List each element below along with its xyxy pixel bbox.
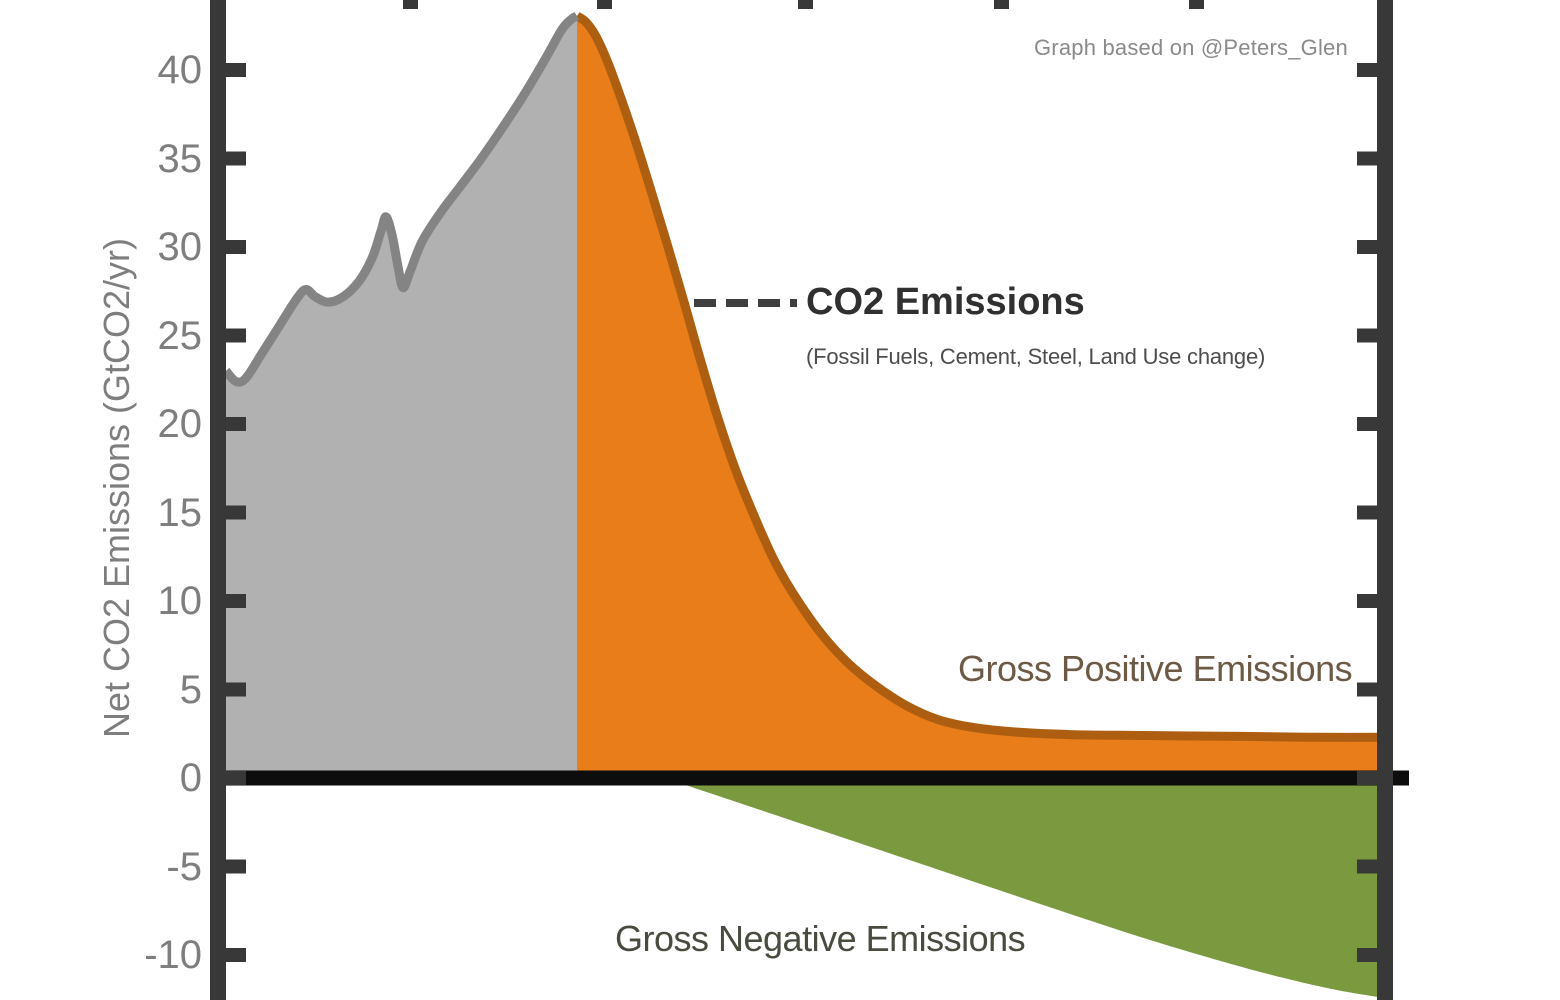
x-axis-tick <box>403 0 418 9</box>
gross-negative-emissions-label: Gross Negative Emissions <box>615 918 1026 959</box>
gross-negative-emissions-area <box>675 778 1393 1000</box>
y-tick-label: 5 <box>179 667 202 712</box>
y-tick-label: -10 <box>144 933 202 977</box>
historical-emissions-curve <box>222 11 580 387</box>
gross-positive-emissions-area <box>577 16 1393 778</box>
y-tick-label: 25 <box>157 313 203 358</box>
x-axis-tick <box>597 0 612 9</box>
y-axis-tick <box>226 948 246 962</box>
y-tick-label: 40 <box>157 48 203 92</box>
historical-emissions-area <box>226 16 577 778</box>
y-axis-tick <box>1357 594 1377 608</box>
y-tick-label: 0 <box>179 756 202 800</box>
y-axis-tick <box>1357 63 1377 77</box>
y-axis-tick <box>226 682 246 697</box>
y-tick-label: -5 <box>166 844 202 889</box>
y-axis-tick <box>1357 240 1377 254</box>
co2-emissions-annotation-title: CO2 Emissions <box>806 281 1085 323</box>
x-axis-tick <box>798 0 813 9</box>
y-tick-label: 15 <box>157 490 203 535</box>
y-axis-tick <box>1357 505 1377 520</box>
x-axis-tick <box>994 0 1009 9</box>
gross-positive-emissions-label: Gross Positive Emissions <box>958 648 1353 689</box>
y-axis-tick <box>226 63 246 77</box>
y-axis-tick <box>226 771 246 785</box>
y-axis-tick <box>226 328 246 343</box>
y-axis-tick <box>1357 682 1377 697</box>
y-axis-tick <box>1357 859 1377 874</box>
right-y-axis-line <box>1377 0 1393 1000</box>
y-axis-tick <box>1357 151 1377 166</box>
y-axis-tick <box>1357 948 1377 962</box>
y-axis-tick <box>226 417 246 431</box>
y-axis-tick <box>226 505 246 520</box>
y-axis-tick <box>226 594 246 608</box>
y-tick-label: 20 <box>157 402 203 446</box>
left-y-axis-line <box>210 0 226 1000</box>
y-axis-tick <box>1357 771 1377 785</box>
y-axis-tick <box>1357 417 1377 431</box>
y-tick-label: 30 <box>157 225 203 269</box>
zero-line <box>210 770 1409 786</box>
gross-positive-emissions-curve <box>574 12 1394 742</box>
x-axis-tick <box>1189 0 1204 9</box>
y-axis-tick <box>1357 328 1377 343</box>
y-axis-tick <box>226 240 246 254</box>
y-axis-title: Net CO2 Emissions (GtCO2/yr) <box>96 237 137 739</box>
y-tick-label: 35 <box>157 136 203 181</box>
credit-text: Graph based on @Peters_Glen <box>1034 35 1348 60</box>
y-tick-label: 10 <box>157 579 203 623</box>
y-axis-tick <box>226 859 246 874</box>
y-axis-tick <box>226 151 246 166</box>
co2-emissions-annotation-subtitle: (Fossil Fuels, Cement, Steel, Land Use c… <box>806 344 1266 369</box>
